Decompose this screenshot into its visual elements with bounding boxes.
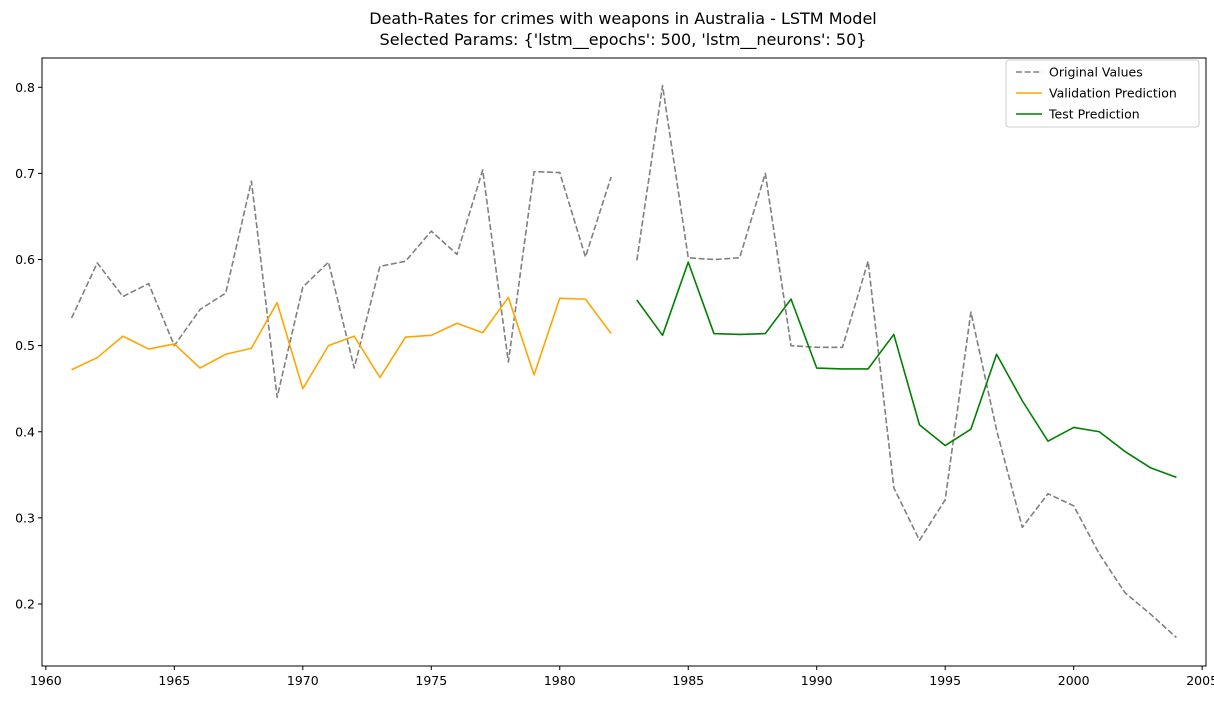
y-tick-label: 0.5 <box>15 338 35 353</box>
x-tick-label: 1975 <box>415 673 447 688</box>
x-tick-label: 2005 <box>1186 673 1214 688</box>
y-tick-label: 0.6 <box>15 252 35 267</box>
series-0-segment-1 <box>636 84 1177 639</box>
legend: Original Values Validation Prediction Test… <box>1005 59 1200 128</box>
y-tick-label: 0.4 <box>15 424 35 439</box>
y-tick-label: 0.7 <box>15 166 35 181</box>
legend-label: Validation Prediction <box>1049 86 1177 101</box>
x-tick-label: 1980 <box>544 673 576 688</box>
x-tick-label: 1985 <box>672 673 704 688</box>
chart-title: Death-Rates for crimes with weapons in A… <box>369 9 876 28</box>
x-tick-label: 1960 <box>30 673 62 688</box>
x-tick-label: 1965 <box>158 673 190 688</box>
legend-label: Original Values <box>1049 65 1143 80</box>
x-tick-label: 1970 <box>287 673 319 688</box>
plot-frame <box>41 57 1207 667</box>
legend-label: Test Prediction <box>1048 107 1140 122</box>
x-tick-label: 1995 <box>929 673 961 688</box>
series-2-line <box>636 261 1177 479</box>
y-tick-label: 0.8 <box>15 80 35 95</box>
y-tick-label: 0.3 <box>15 510 35 525</box>
axes: 1960 1965 1970 1975 1980 1985 1990 1995 2000 2005… <box>15 57 1214 688</box>
series-0-segment-0 <box>70 169 612 399</box>
y-tick-label: 0.2 <box>15 596 35 611</box>
plot-area <box>70 84 1177 639</box>
series-1-line <box>71 296 612 390</box>
legend-box <box>1005 59 1200 128</box>
x-tick-label: 2000 <box>1058 673 1090 688</box>
x-tick-label: 1990 <box>801 673 833 688</box>
chart-subtitle: Selected Params: {'lstm__epochs': 500, '… <box>380 30 867 50</box>
